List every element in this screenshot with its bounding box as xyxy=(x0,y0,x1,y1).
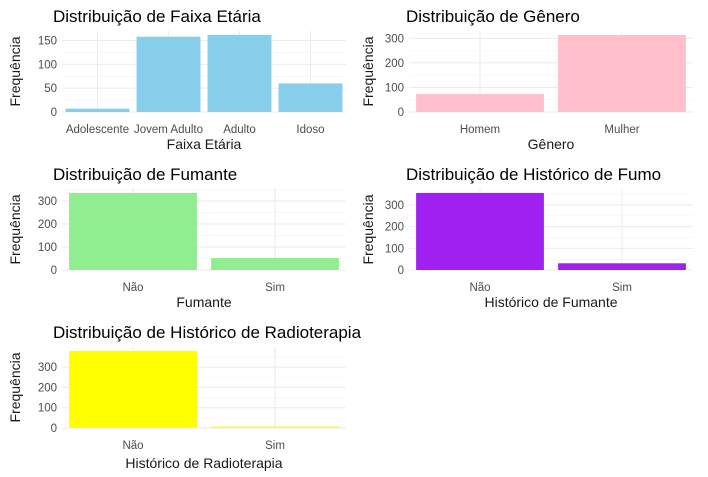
bar-sim xyxy=(211,426,339,428)
y-tick-label: 0 xyxy=(398,265,404,277)
chart-title: Distribuição de Gênero xyxy=(406,7,580,26)
bar-sim xyxy=(211,258,339,270)
y-tick-label: 200 xyxy=(38,219,57,231)
bar-idoso xyxy=(278,83,343,112)
y-tick-label: 300 xyxy=(385,33,404,45)
y-tick-label: 300 xyxy=(38,362,57,374)
y-axis-title: Frequência xyxy=(360,36,376,106)
y-tick-label: 50 xyxy=(44,83,57,95)
bar-adolescente xyxy=(65,108,130,112)
x-tick-label: Mulher xyxy=(604,124,639,136)
y-tick-label: 0 xyxy=(398,107,404,119)
chart-title: Distribuição de Fumante xyxy=(53,165,237,184)
chart-title: Distribuição de Faixa Etária xyxy=(53,7,261,26)
y-tick-label: 100 xyxy=(385,243,404,255)
y-axis-title: Frequência xyxy=(7,36,23,106)
y-tick-label: 100 xyxy=(38,403,57,415)
bar-homem xyxy=(416,94,544,112)
x-tick-label: Adulto xyxy=(223,124,256,136)
y-axis-title: Frequência xyxy=(360,194,376,264)
chart-panel-3: 0 100 200 300 Não Sim Distribuição de Fumante F… xyxy=(7,165,346,310)
chart-title: Distribuição de Histórico de Radioterapi… xyxy=(53,323,362,342)
chart-panel-5: 0 100 200 300 Não Sim Distribuição de Históric… xyxy=(7,323,362,471)
x-tick-label: Não xyxy=(469,282,490,294)
x-axis-title: Faixa Etária xyxy=(167,136,242,152)
chart-title: Distribuição de Histórico de Fumo xyxy=(406,165,661,184)
y-tick-label: 0 xyxy=(51,265,57,277)
x-tick-label: Idoso xyxy=(296,124,324,136)
bar-adulto xyxy=(207,34,272,112)
y-axis-title: Frequência xyxy=(7,352,23,422)
y-tick-label: 200 xyxy=(385,58,404,70)
y-tick-label: 100 xyxy=(38,59,57,71)
y-axis-title: Frequência xyxy=(7,194,23,264)
x-tick-label: Sim xyxy=(612,282,632,294)
y-tick-label: 0 xyxy=(51,423,57,435)
y-tick-label: 100 xyxy=(385,82,404,94)
chart-panel-1: 0 50 100 150 Adolescente Jovem Adulto Adulto Id… xyxy=(7,7,346,152)
x-axis-title: Histórico de Radioterapia xyxy=(125,455,282,471)
x-axis-title: Histórico de Fumante xyxy=(484,294,617,310)
bar-não xyxy=(416,192,544,270)
chart-panel-4: 0 100 200 300 Não Sim Distribuição de Históric… xyxy=(360,165,693,310)
x-tick-label: Sim xyxy=(265,282,285,294)
x-axis-title: Gênero xyxy=(528,136,575,152)
x-tick-label: Não xyxy=(122,440,143,452)
y-tick-label: 300 xyxy=(385,200,404,212)
y-tick-label: 200 xyxy=(38,382,57,394)
y-tick-label: 100 xyxy=(38,242,57,254)
x-tick-label: Homem xyxy=(460,124,500,136)
x-axis-title: Fumante xyxy=(176,294,231,310)
x-tick-label: Sim xyxy=(265,440,285,452)
bar-jovem-adulto xyxy=(136,36,201,112)
chart-panel-2: 0 100 200 300 Homem Mulher Distribuição de Gên… xyxy=(360,7,693,152)
x-tick-label: Não xyxy=(122,282,143,294)
y-tick-label: 200 xyxy=(385,222,404,234)
x-tick-label: Adolescente xyxy=(66,124,129,136)
x-tick-label: Jovem Adulto xyxy=(134,124,203,136)
bar-mulher xyxy=(558,34,686,112)
y-tick-label: 150 xyxy=(38,36,57,48)
y-tick-label: 0 xyxy=(51,107,57,119)
bar-não xyxy=(69,350,197,428)
y-tick-label: 300 xyxy=(38,196,57,208)
bar-não xyxy=(69,192,197,270)
bar-sim xyxy=(558,263,686,270)
